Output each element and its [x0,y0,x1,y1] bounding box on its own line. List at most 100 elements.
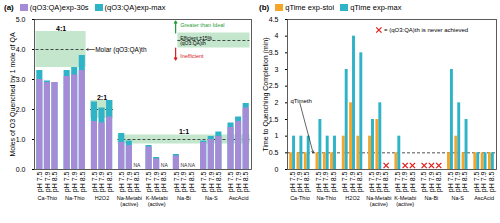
svg-text:0.0: 0.0 [16,166,26,173]
svg-text:pH 7.9: pH 7.9 [427,171,435,193]
svg-text:pH 7.5: pH 7.5 [367,171,375,193]
svg-text:0.5: 0.5 [269,149,279,156]
svg-text:2.5: 2.5 [269,82,279,89]
svg-text:Molar (qO3:QA)th: Molar (qO3:QA)th [95,46,147,54]
svg-text:0: 0 [275,166,279,173]
svg-text:pH 8.5: pH 8.5 [106,171,114,192]
svg-text:pH 7.5: pH 7.5 [172,171,180,193]
svg-text:NA: NA [180,162,188,168]
svg-text:pH 7.5: pH 7.5 [145,171,153,193]
svg-text:= (qO3:QA)th is never achieved: = (qO3:QA)th is never achieved [384,27,468,33]
svg-text:Na-Metabi(active): Na-Metabi(active) [117,195,142,207]
svg-text:Na-S: Na-S [205,195,218,201]
svg-text:pH 7.9: pH 7.9 [480,171,488,193]
svg-text:pH 7.9: pH 7.9 [401,171,409,193]
svg-text:pH 7.5: pH 7.5 [315,171,323,193]
svg-text:pH 7.9: pH 7.9 [454,171,461,193]
svg-text:2: 2 [275,99,279,106]
svg-text:pH 7.9: pH 7.9 [322,171,330,193]
svg-text:2:1: 2:1 [97,94,107,101]
svg-text:Efficient ±15%(qO3:QA)th: Efficient ±15%(qO3:QA)th [180,35,212,46]
svg-text:Greater than Ideal: Greater than Ideal [180,22,224,28]
svg-text:pH 8.5: pH 8.5 [330,171,338,192]
svg-text:NA: NA [188,162,196,168]
svg-text:3.0: 3.0 [16,76,26,83]
svg-text:pH 7.9: pH 7.9 [98,171,106,193]
svg-text:pH 8.5: pH 8.5 [435,171,443,192]
svg-text:pH 8.5: pH 8.5 [488,171,496,192]
svg-text:pH 8.5: pH 8.5 [160,171,168,192]
svg-text:pH 7.5: pH 7.5 [446,171,454,193]
svg-text:pH 7.5: pH 7.5 [420,171,428,193]
svg-text:pH 7.5: pH 7.5 [118,171,125,193]
svg-text:4: 4 [275,32,279,39]
svg-text:Na-Bi: Na-Bi [177,195,191,201]
svg-text:3.5: 3.5 [269,49,279,56]
svg-text:1: 1 [275,132,279,139]
svg-text:Ca-Thio: Ca-Thio [290,195,310,201]
html-text:(b): (b) [259,2,270,12]
svg-text:pH 8.5: pH 8.5 [215,171,223,192]
svg-text:K-Metabi(active): K-Metabi(active) [146,195,168,207]
svg-text:qTimeth: qTimeth [290,98,311,104]
svg-text:pH 7.5: pH 7.5 [227,171,235,193]
svg-text:4:1: 4:1 [56,25,66,32]
svg-text:pH 7.5: pH 7.5 [394,171,402,193]
svg-text:2.0: 2.0 [16,106,26,113]
svg-text:pH 8.5: pH 8.5 [133,171,141,192]
svg-text:pH 7.5: pH 7.5 [288,171,296,193]
svg-text:pH 7.9: pH 7.9 [375,171,383,193]
svg-text:1.0: 1.0 [16,136,26,143]
svg-text:H2O2: H2O2 [95,195,109,201]
svg-text:1.5: 1.5 [269,116,279,123]
svg-text:Time to Quenching Completion (: Time to Quenching Completion (min) [262,37,270,151]
svg-text:pH 7.9: pH 7.9 [180,171,188,193]
svg-text:5.0: 5.0 [16,16,26,23]
svg-text:pH 8.5: pH 8.5 [79,171,87,192]
svg-text:Na-S: Na-S [452,195,465,201]
html-text:(qO3:QA)exp-30s: (qO3:QA)exp-30s [29,2,89,12]
svg-text:Na-Thio: Na-Thio [65,195,85,201]
svg-text:Na-Thio: Na-Thio [316,195,336,201]
svg-text:AscAcid: AscAcid [474,195,494,201]
svg-text:Na-Bi: Na-Bi [425,195,439,201]
svg-text:pH 8.5: pH 8.5 [51,171,59,192]
svg-text:pH 7.9: pH 7.9 [296,171,304,193]
html-text:qTime exp-stoi: qTime exp-stoi [285,2,335,12]
svg-text:pH 7.5: pH 7.5 [63,171,71,193]
svg-text:pH 7.5: pH 7.5 [199,171,207,193]
svg-text:pH 7.9: pH 7.9 [207,171,215,193]
svg-text:4.5: 4.5 [269,16,279,23]
svg-text:Ca-Thio: Ca-Thio [38,195,58,201]
svg-text:3: 3 [275,66,279,73]
svg-text:Inefficient: Inefficient [180,53,204,59]
svg-text:AscAcid: AscAcid [229,195,249,201]
svg-text:NA: NA [133,162,141,168]
svg-text:pH 8.5: pH 8.5 [188,171,196,192]
svg-text:pH 8.5: pH 8.5 [409,171,417,192]
svg-text:pH 7.9: pH 7.9 [348,171,356,193]
svg-text:H2O2: H2O2 [345,195,359,201]
html-text:qTime exp-max: qTime exp-max [350,2,402,12]
html-text:(a): (a) [4,2,14,12]
svg-text:pH 7.9: pH 7.9 [43,171,51,193]
svg-text:pH 7.5: pH 7.5 [36,171,44,193]
svg-text:pH 8.5: pH 8.5 [461,171,469,192]
svg-text:pH 7.5: pH 7.5 [341,171,349,193]
svg-text:pH 8.5: pH 8.5 [356,171,364,192]
svg-text:1:1: 1:1 [179,128,189,135]
html-text:(qO3:QA)exp-max: (qO3:QA)exp-max [104,2,166,12]
svg-text:pH 8.5: pH 8.5 [303,171,311,192]
svg-text:Moles of O3 Quenched by 1 mole: Moles of O3 Quenched by 1 mole of QA [9,32,17,156]
svg-text:pH 7.9: pH 7.9 [234,171,242,193]
svg-text:4.0: 4.0 [16,46,26,53]
svg-text:pH 7.5: pH 7.5 [90,171,98,193]
svg-text:pH 7.9: pH 7.9 [125,171,133,193]
svg-text:pH 8.5: pH 8.5 [242,171,250,192]
svg-text:pH 7.9: pH 7.9 [152,171,160,193]
svg-text:NA: NA [161,162,169,168]
svg-text:pH 7.9: pH 7.9 [71,171,78,193]
svg-text:pH 8.5: pH 8.5 [382,171,390,192]
svg-text:Na-Metabi(active): Na-Metabi(active) [366,195,391,207]
svg-text:K-Metabi(active): K-Metabi(active) [394,195,416,207]
